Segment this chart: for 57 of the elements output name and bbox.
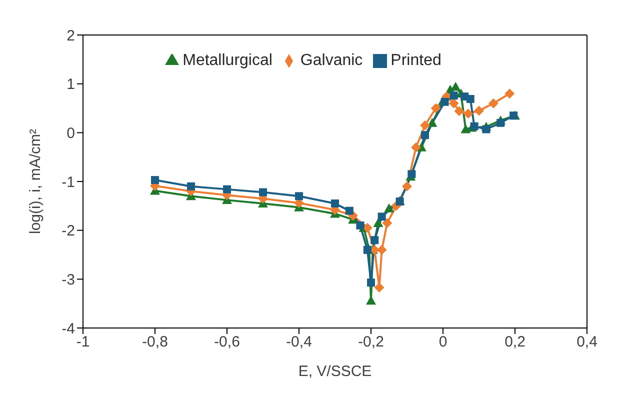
point xyxy=(430,103,441,114)
point xyxy=(259,188,267,196)
x-tick-label: -0,6 xyxy=(214,334,240,351)
point xyxy=(367,278,375,287)
y-tick-label: -2 xyxy=(62,222,75,240)
point xyxy=(470,122,478,130)
point xyxy=(295,192,303,200)
y-tick-label: 0 xyxy=(66,124,75,142)
y-tick-label: 2 xyxy=(66,27,75,44)
x-tick-label: -0,8 xyxy=(142,334,168,351)
point xyxy=(345,206,354,215)
point xyxy=(496,118,505,127)
x-tick-label: -0,2 xyxy=(358,334,384,351)
point xyxy=(450,92,458,100)
x-tick-label: 0,4 xyxy=(576,334,598,351)
point xyxy=(482,125,490,134)
point xyxy=(463,108,474,119)
y-tick-label: -4 xyxy=(62,320,75,338)
point xyxy=(331,199,339,208)
y-axis-title: log(i), i, mA/cm² xyxy=(27,128,44,234)
legend-label: Galvanic xyxy=(300,52,363,69)
point xyxy=(373,218,384,228)
point xyxy=(370,236,379,244)
point xyxy=(402,181,412,192)
point xyxy=(382,218,392,228)
point xyxy=(504,88,515,99)
point xyxy=(223,185,231,194)
point xyxy=(448,98,459,108)
point xyxy=(421,131,429,140)
point xyxy=(420,120,430,130)
point xyxy=(362,222,372,233)
point xyxy=(427,118,438,127)
x-tick-label: 0,2 xyxy=(504,334,526,351)
point xyxy=(408,170,416,178)
point xyxy=(187,182,195,190)
point xyxy=(374,282,384,292)
point xyxy=(356,221,364,230)
point xyxy=(384,203,394,212)
x-tick-label: -0,4 xyxy=(286,334,312,351)
point xyxy=(411,142,421,152)
y-tick-label: 1 xyxy=(66,76,75,94)
legend-label: Printed xyxy=(390,52,442,69)
point xyxy=(488,98,498,108)
point xyxy=(440,98,449,106)
point xyxy=(363,246,372,254)
point xyxy=(450,82,461,91)
y-tick-label: -1 xyxy=(62,174,75,191)
point xyxy=(376,244,387,255)
legend-label: Metallurgical xyxy=(182,52,272,69)
x-tick-label: 0 xyxy=(438,334,448,351)
point xyxy=(151,176,159,184)
point xyxy=(378,212,386,221)
y-tick-label: -3 xyxy=(62,271,75,288)
x-axis-title: E, V/SSCE xyxy=(298,363,372,380)
point xyxy=(474,106,484,116)
point xyxy=(466,94,474,103)
point xyxy=(454,106,464,116)
